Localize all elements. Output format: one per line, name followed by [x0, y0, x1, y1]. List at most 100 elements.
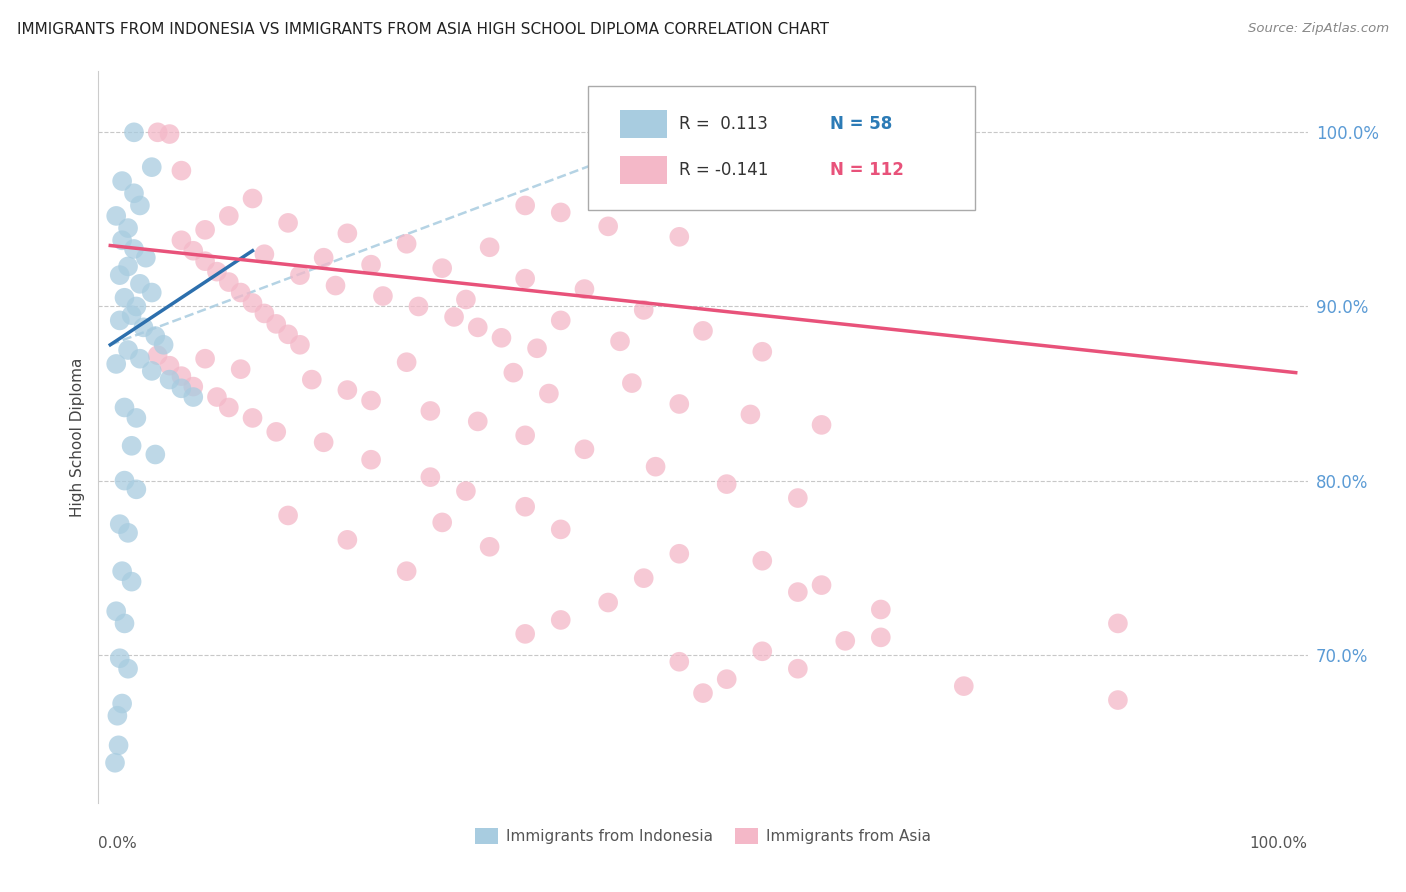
Point	[869, 631, 891, 645]
Point	[751, 554, 773, 568]
Point	[432, 516, 454, 530]
Point	[810, 578, 832, 592]
Point	[122, 242, 145, 256]
Point	[194, 223, 217, 237]
Point	[775, 185, 797, 199]
Point	[229, 362, 252, 376]
Y-axis label: High School Diploma: High School Diploma	[70, 358, 86, 516]
Point	[502, 366, 524, 380]
Point	[360, 452, 382, 467]
Point	[135, 251, 157, 265]
Point	[740, 408, 762, 422]
FancyBboxPatch shape	[588, 86, 976, 211]
Point	[129, 277, 152, 291]
Point	[141, 160, 163, 174]
Point	[264, 317, 287, 331]
Point	[574, 282, 596, 296]
Point	[598, 595, 620, 609]
Point	[242, 411, 264, 425]
Point	[194, 254, 217, 268]
Point	[146, 125, 169, 139]
Point	[242, 296, 264, 310]
Point	[952, 679, 974, 693]
Point	[181, 379, 204, 393]
Point	[108, 517, 131, 532]
Point	[467, 414, 489, 428]
Point	[301, 373, 323, 387]
Point	[716, 477, 738, 491]
Point	[111, 233, 134, 247]
Point	[751, 344, 773, 359]
Point	[218, 275, 240, 289]
Point	[159, 373, 181, 387]
Point	[869, 128, 891, 143]
Point	[288, 338, 311, 352]
Point	[432, 261, 454, 276]
Point	[143, 329, 166, 343]
Point	[786, 662, 808, 676]
Point	[478, 240, 501, 254]
Point	[716, 672, 738, 686]
Point	[620, 376, 643, 390]
Point	[159, 359, 181, 373]
Point	[515, 500, 537, 514]
Point	[117, 221, 139, 235]
Point	[360, 258, 382, 272]
Point	[117, 260, 139, 274]
Point	[515, 198, 537, 212]
Point	[108, 313, 131, 327]
Point	[114, 291, 136, 305]
Point	[550, 205, 572, 219]
Point	[810, 417, 832, 432]
Point	[692, 324, 714, 338]
Point	[114, 474, 136, 488]
Point	[125, 483, 148, 497]
Text: 0.0%: 0.0%	[98, 836, 138, 851]
Point	[515, 271, 537, 285]
Point	[609, 334, 631, 349]
Point	[107, 739, 129, 753]
Point	[125, 300, 148, 314]
Point	[125, 411, 148, 425]
Point	[668, 655, 690, 669]
Point	[751, 174, 773, 188]
Point	[751, 644, 773, 658]
Point	[277, 216, 299, 230]
Point	[170, 163, 193, 178]
FancyBboxPatch shape	[620, 110, 666, 138]
Point	[205, 390, 228, 404]
Point	[121, 439, 143, 453]
Point	[408, 300, 430, 314]
Point	[159, 127, 181, 141]
Point	[117, 525, 139, 540]
Point	[371, 289, 394, 303]
Point	[181, 244, 204, 258]
Point	[277, 508, 299, 523]
Point	[786, 491, 808, 505]
Point	[288, 268, 311, 282]
Point	[108, 651, 131, 665]
Text: Source: ZipAtlas.com: Source: ZipAtlas.com	[1249, 22, 1389, 36]
Point	[312, 251, 335, 265]
Point	[229, 285, 252, 300]
Point	[218, 401, 240, 415]
Point	[205, 265, 228, 279]
Point	[253, 306, 276, 320]
Point	[132, 320, 155, 334]
Point	[218, 209, 240, 223]
Point	[395, 355, 418, 369]
Point	[108, 268, 131, 282]
Point	[834, 633, 856, 648]
Point	[550, 613, 572, 627]
Point	[668, 547, 690, 561]
Point	[170, 369, 193, 384]
Point	[122, 125, 145, 139]
Point	[419, 404, 441, 418]
Text: R = -0.141: R = -0.141	[679, 161, 768, 179]
Point	[537, 386, 560, 401]
Point	[574, 442, 596, 457]
Point	[786, 585, 808, 599]
Point	[1107, 616, 1129, 631]
Point	[121, 574, 143, 589]
Point	[668, 229, 690, 244]
